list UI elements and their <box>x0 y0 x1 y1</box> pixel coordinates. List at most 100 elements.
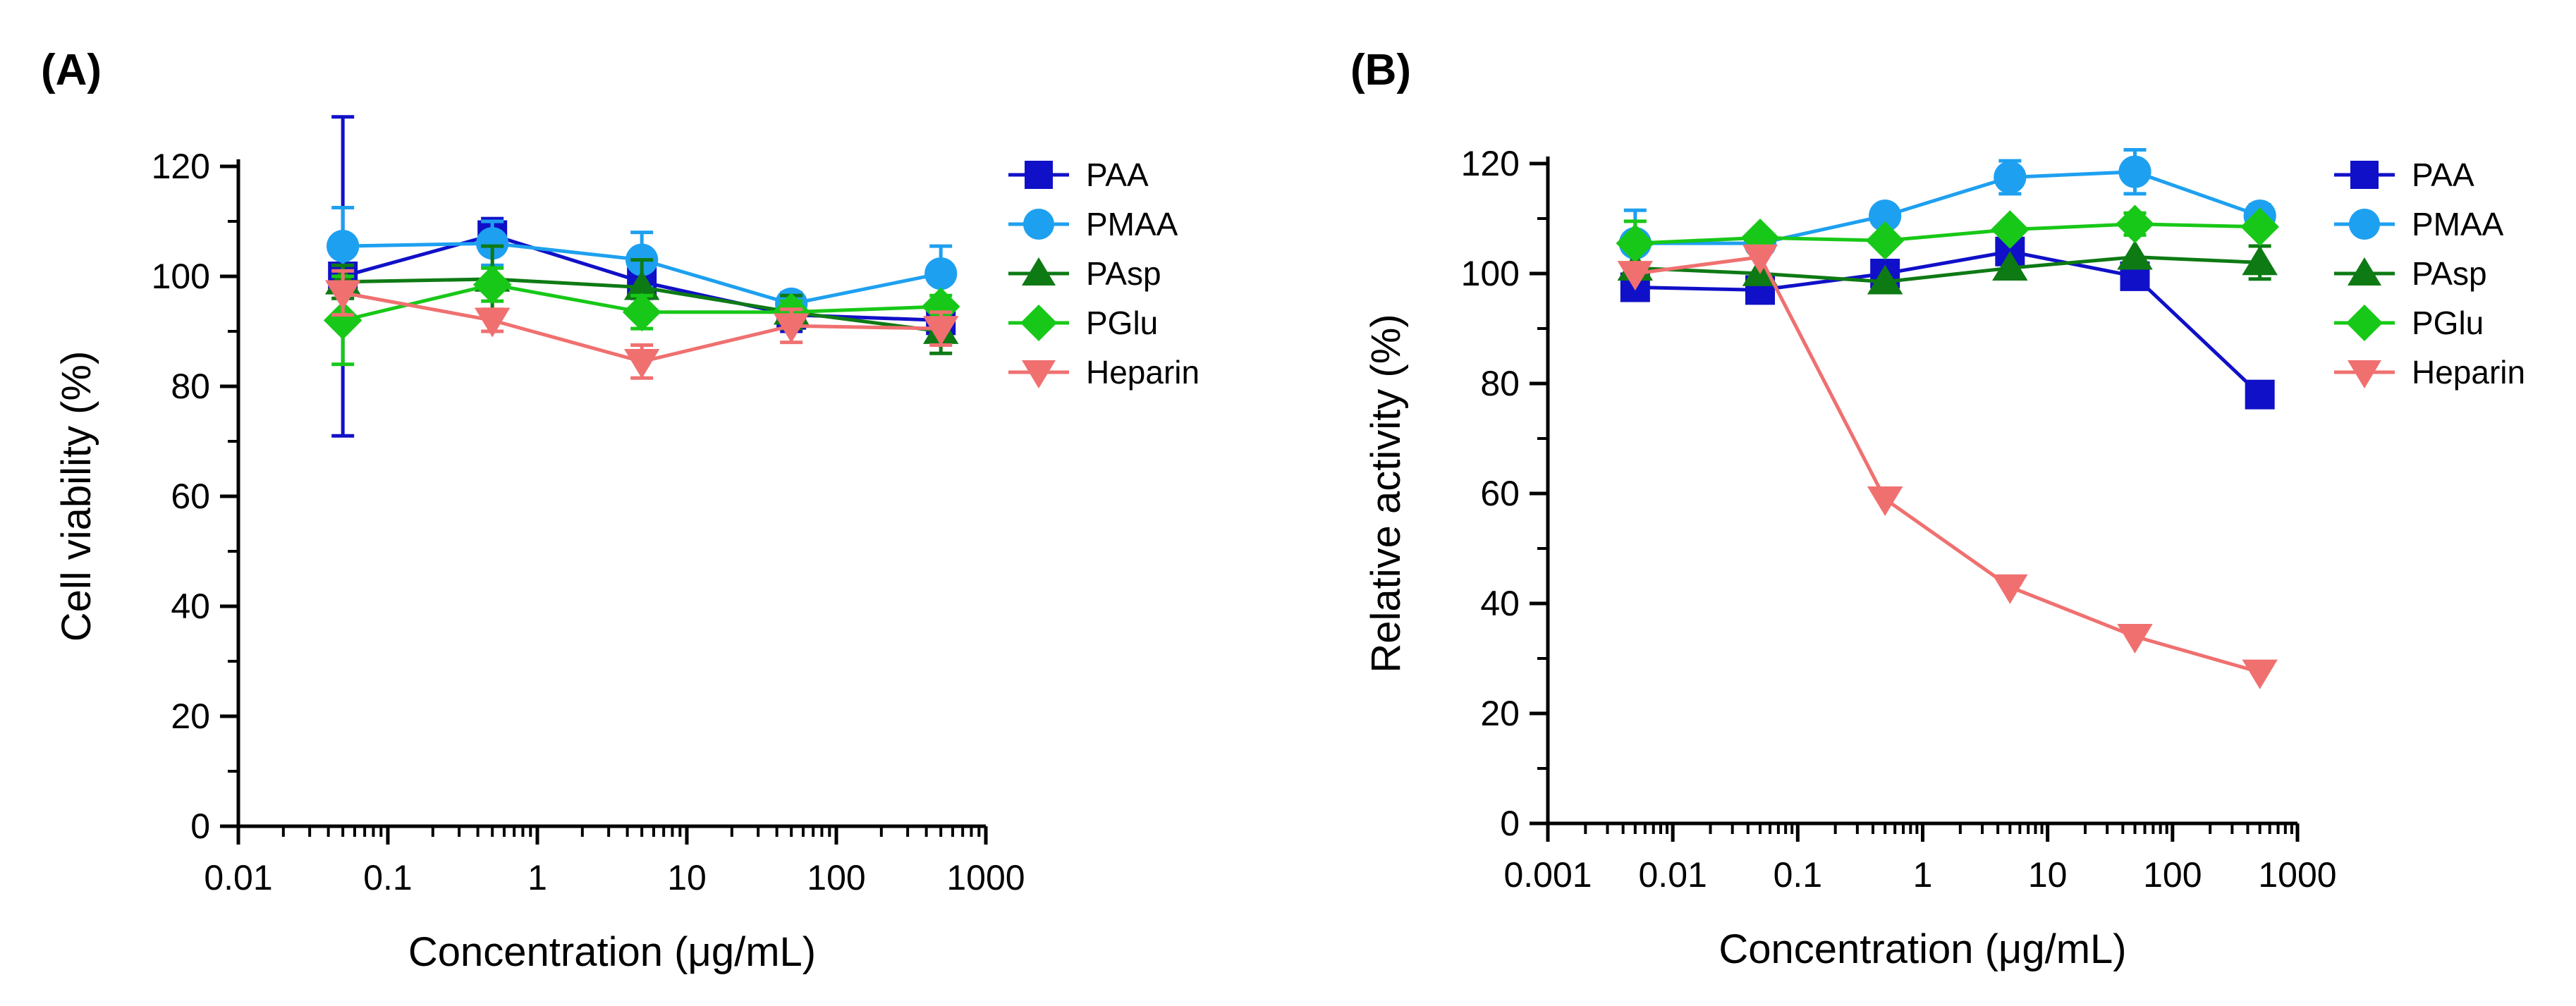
x-tick-label: 1 <box>527 858 547 897</box>
data-point <box>623 270 660 300</box>
data-point <box>2240 207 2279 246</box>
legend-marker <box>1022 360 1056 388</box>
data-point <box>2117 623 2153 654</box>
data-point <box>1740 219 1780 257</box>
panel-label: (A) <box>41 46 102 94</box>
data-point <box>476 227 509 260</box>
x-tick-label: 10 <box>2028 855 2068 895</box>
legend-label: PGlu <box>2412 305 2484 341</box>
legend: PAA PMAA PAsp PGlu Heparin <box>2334 157 2525 391</box>
x-tick-label: 100 <box>2143 855 2202 895</box>
series-heparin <box>324 269 959 380</box>
y-tick-label: 80 <box>171 367 210 406</box>
series-line <box>1635 250 2261 396</box>
legend-marker <box>2348 360 2381 388</box>
y-tick-label: 20 <box>1480 694 1520 733</box>
data-point <box>324 280 361 310</box>
legend-label: PMAA <box>2412 206 2504 243</box>
y-tick-label: 120 <box>1461 144 1520 183</box>
data-point <box>472 265 512 304</box>
legend-marker <box>2348 257 2381 286</box>
x-axis-title: Concentration (μg/mL) <box>408 929 816 975</box>
x-tick-label: 0.01 <box>204 858 272 897</box>
data-point <box>2118 155 2151 188</box>
x-tick-label: 0.1 <box>363 858 413 897</box>
legend-label: PAA <box>2412 157 2474 193</box>
x-tick-label: 0.001 <box>1503 855 1592 895</box>
panel-label: (B) <box>1350 46 1411 94</box>
legend-label: Heparin <box>2412 354 2525 391</box>
legend-label: PAsp <box>1086 255 1161 292</box>
data-point <box>1867 486 1903 516</box>
y-tick-label: 0 <box>190 806 210 846</box>
data-point <box>1994 161 2027 194</box>
data-point <box>1867 264 1903 295</box>
legend-marker <box>2346 305 2383 341</box>
data-point <box>622 293 661 331</box>
series-line <box>1635 170 2261 245</box>
data-point <box>1992 251 2028 281</box>
data-point <box>2242 245 2278 276</box>
data-point <box>1992 574 2028 604</box>
series-line <box>1635 255 2260 284</box>
data-point <box>323 301 362 340</box>
y-tick-label: 100 <box>152 257 210 296</box>
series-pglu <box>1616 204 2279 267</box>
y-tick-label: 20 <box>171 697 210 736</box>
legend-marker <box>1025 161 1053 189</box>
data-point <box>1991 210 2029 249</box>
data-point <box>1742 244 1778 274</box>
y-tick-label: 80 <box>1480 364 1520 403</box>
data-point <box>1865 221 1905 260</box>
y-tick-label: 40 <box>171 587 210 626</box>
data-point <box>326 230 360 263</box>
y-tick-label: 60 <box>1480 474 1520 513</box>
x-tick-label: 10 <box>667 858 707 897</box>
data-point <box>2242 659 2278 689</box>
legend-marker <box>2350 161 2379 189</box>
data-point <box>2245 379 2275 410</box>
legend-marker <box>1022 257 1056 286</box>
y-tick-label: 40 <box>1480 584 1520 623</box>
axes: 0 20 40 60 80 100 120 0.001 0.01 0.1 1 10 100 1000 <box>1461 144 2337 895</box>
legend-label: PAA <box>1086 157 1149 193</box>
series-line <box>1635 222 2260 245</box>
legend-label: PMAA <box>1086 206 1178 243</box>
y-tick-label: 0 <box>1500 804 1520 843</box>
chart-panel-a: (A) 0 20 40 60 80 100 120 0.01 0.1 1 10 100 1000 Conce… <box>41 46 1200 975</box>
legend-label: Heparin <box>1086 354 1200 391</box>
legend-label: PAsp <box>2412 255 2487 292</box>
data-point <box>924 257 958 290</box>
y-axis-title: Relative activity (%) <box>1363 314 1409 673</box>
legend: PAA PMAA PAsp PGlu Heparin <box>1008 157 1200 391</box>
series-pasp <box>1617 240 2278 295</box>
x-tick-label: 0.1 <box>1774 855 1823 895</box>
legend-marker <box>2349 209 2380 240</box>
x-tick-label: 1 <box>1913 855 1933 895</box>
y-axis-title: Cell viability (%) <box>54 351 99 642</box>
legend-label: PGlu <box>1086 305 1158 341</box>
data-point <box>623 349 660 379</box>
data-point <box>921 287 960 326</box>
x-tick-label: 0.01 <box>1639 855 1707 895</box>
data-point <box>2116 204 2154 244</box>
legend-marker <box>1020 305 1057 341</box>
legend-marker <box>1023 209 1054 240</box>
data-point <box>2117 240 2153 270</box>
x-axis-title: Concentration (μg/mL) <box>1719 926 2126 972</box>
chart-panel-b: (B) 0 20 40 60 80 100 120 0.001 0.01 0.1 1 10 100 1000… <box>1350 46 2525 972</box>
data-point <box>474 307 511 338</box>
data-point <box>1616 223 1655 263</box>
x-tick-label: 1000 <box>946 858 1025 897</box>
y-tick-label: 100 <box>1461 254 1520 293</box>
data-point <box>922 316 959 346</box>
data-point <box>1617 261 1654 291</box>
x-tick-label: 1000 <box>2258 855 2336 895</box>
y-tick-label: 60 <box>171 477 210 516</box>
series-line <box>1635 254 2261 674</box>
series-heparin <box>1617 244 2278 689</box>
data-point <box>773 313 810 343</box>
axes: 0 20 40 60 80 100 120 0.01 0.1 1 10 100 1000 <box>152 147 1025 897</box>
data-point <box>1869 200 1902 233</box>
